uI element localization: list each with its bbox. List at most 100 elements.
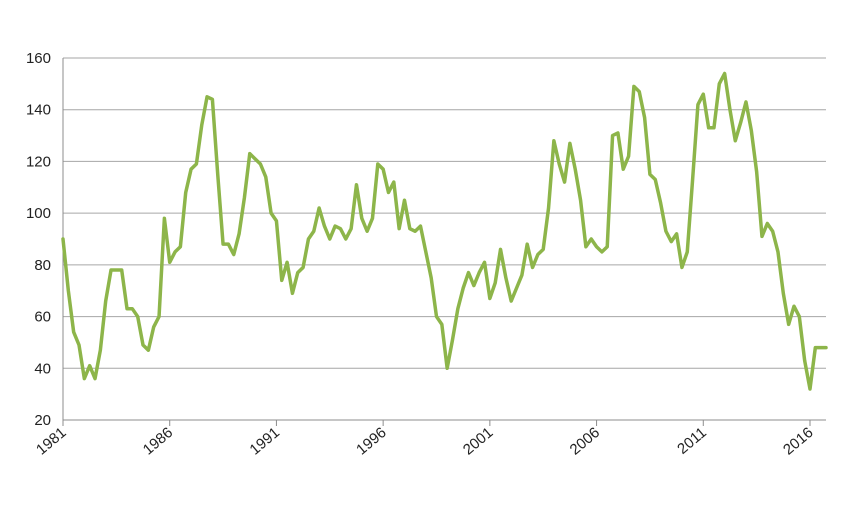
data-point	[120, 269, 122, 271]
data-point	[270, 212, 272, 214]
x-tick-label: 1991	[247, 424, 283, 458]
data-point	[238, 233, 240, 235]
data-point	[537, 253, 539, 255]
data-point	[809, 388, 811, 390]
data-point	[707, 127, 709, 129]
data-point	[355, 184, 357, 186]
data-point	[755, 171, 757, 173]
data-point	[323, 225, 325, 227]
data-point	[435, 315, 437, 317]
data-point	[649, 173, 651, 175]
data-point	[163, 217, 165, 219]
data-point	[622, 168, 624, 170]
data-point	[131, 308, 133, 310]
x-tick-label: 1981	[33, 424, 69, 458]
y-tick-label: 60	[34, 309, 51, 326]
axes	[62, 58, 826, 426]
data-point	[686, 251, 688, 253]
data-point	[467, 271, 469, 273]
data-point	[195, 163, 197, 165]
y-tick-label: 40	[34, 360, 51, 377]
data-point	[62, 238, 64, 240]
data-point	[147, 349, 149, 351]
data-point	[670, 240, 672, 242]
data-point	[206, 96, 208, 98]
data-point	[174, 251, 176, 253]
data-point	[782, 292, 784, 294]
data-point	[94, 377, 96, 379]
data-point	[675, 233, 677, 235]
data-point	[521, 274, 523, 276]
data-point	[659, 202, 661, 204]
y-tick-label: 140	[26, 102, 51, 119]
data-point	[78, 344, 80, 346]
y-axis-tick-labels: 20 40 60 80 100 120 140 160	[26, 50, 51, 429]
data-point	[398, 227, 400, 229]
data-point	[606, 246, 608, 248]
data-point	[441, 323, 443, 325]
data-point	[313, 230, 315, 232]
x-tick-label: 2011	[674, 424, 710, 458]
data-point	[142, 344, 144, 346]
data-point	[457, 308, 459, 310]
data-point	[542, 248, 544, 250]
data-point	[585, 246, 587, 248]
data-point	[451, 339, 453, 341]
data-point	[814, 346, 816, 348]
data-point	[377, 163, 379, 165]
data-point	[819, 346, 821, 348]
data-point	[473, 284, 475, 286]
data-point	[104, 300, 106, 302]
x-tick-label: 2016	[780, 424, 816, 458]
data-point	[334, 225, 336, 227]
data-point	[249, 152, 251, 154]
data-point	[393, 181, 395, 183]
data-point	[371, 217, 373, 219]
data-point	[419, 225, 421, 227]
data-point	[190, 168, 192, 170]
data-point	[574, 168, 576, 170]
data-point	[99, 349, 101, 351]
data-point	[601, 251, 603, 253]
data-point	[750, 129, 752, 131]
x-tick-label: 2006	[567, 424, 603, 458]
data-point	[489, 297, 491, 299]
data-point	[179, 246, 181, 248]
data-point	[569, 142, 571, 144]
data-point	[339, 227, 341, 229]
data-point	[638, 90, 640, 92]
data-point	[430, 277, 432, 279]
data-point	[286, 261, 288, 263]
data-point	[185, 191, 187, 193]
y-tick-label: 100	[26, 205, 51, 222]
series-group	[61, 71, 828, 391]
data-point	[462, 287, 464, 289]
data-point	[345, 238, 347, 240]
data-point	[531, 266, 533, 268]
data-point	[526, 243, 528, 245]
data-point	[627, 155, 629, 157]
data-point	[414, 230, 416, 232]
data-point	[115, 269, 117, 271]
data-point	[787, 323, 789, 325]
data-point	[403, 199, 405, 201]
data-point	[259, 163, 261, 165]
data-point	[825, 346, 827, 348]
data-point	[211, 98, 213, 100]
data-point	[483, 261, 485, 263]
data-point	[515, 287, 517, 289]
x-axis-tick-labels: 1981 1986 1991 1996 2001 2006 2011 2016	[33, 424, 816, 458]
data-point	[729, 109, 731, 111]
data-point	[233, 253, 235, 255]
data-point	[350, 227, 352, 229]
data-point	[153, 326, 155, 328]
data-point	[771, 230, 773, 232]
gridlines	[63, 57, 826, 369]
data-point	[553, 140, 555, 142]
data-point	[681, 266, 683, 268]
data-point	[291, 292, 293, 294]
data-point	[222, 243, 224, 245]
data-point	[88, 365, 90, 367]
data-point	[505, 277, 507, 279]
data-point	[697, 103, 699, 105]
